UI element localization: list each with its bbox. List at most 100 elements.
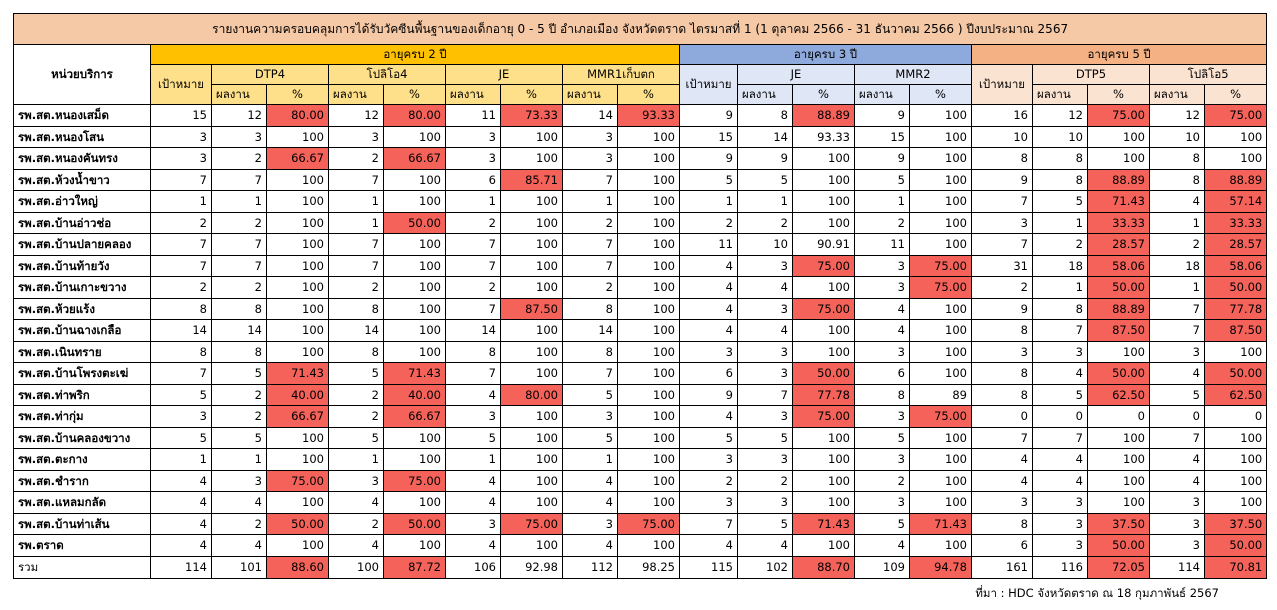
table-cell: 7	[445, 254, 501, 277]
unit-header: หน่วยบริการ	[13, 44, 151, 105]
table-cell: 50.00	[383, 211, 446, 234]
table-cell: 3	[150, 125, 212, 148]
table-cell: 100	[792, 168, 855, 191]
table-cell: 3	[854, 448, 910, 471]
table-cell: 100	[909, 125, 972, 148]
table-cell: 4	[150, 469, 212, 492]
table-cell: 7	[211, 168, 267, 191]
table-cell: 98.25	[617, 555, 680, 579]
target-header-age2: เป้าหมาย	[150, 64, 212, 105]
table-cell: 100	[500, 405, 563, 428]
table-cell: 5	[737, 426, 793, 449]
table-cell: 33.33	[1087, 211, 1150, 234]
table-row: รพ.สต.ท่ากุ่ม 3 2 66.67 2 66.67 3 100 3 100 4 3 75.0…	[13, 405, 1268, 428]
table-cell: 7	[211, 233, 267, 256]
table-cell: 40.00	[266, 383, 329, 406]
table-cell: 5	[854, 168, 910, 191]
table-cell: 2	[211, 405, 267, 428]
table-cell: 100	[617, 125, 680, 148]
table-cell: 14	[150, 319, 212, 342]
table-row: รพ.สต.บ้านท่าเส้น 4 2 50.00 2 50.00 3 75.00 3 75.…	[13, 512, 1268, 535]
table-cell: 100	[792, 469, 855, 492]
table-cell: 4	[679, 254, 738, 277]
table-cell: 2	[737, 469, 793, 492]
table-cell: 100	[500, 190, 563, 213]
unit-name: รพ.สต.เนินทราย	[13, 340, 151, 363]
table-cell: 114	[1149, 555, 1205, 579]
table-cell: 3	[562, 512, 618, 535]
table-cell: 2	[445, 211, 501, 234]
table-cell: 88.60	[266, 555, 329, 579]
table-cell: 11	[679, 233, 738, 256]
table-cell: 100	[383, 319, 446, 342]
table-cell: 100	[617, 276, 680, 299]
table-cell: 100	[909, 168, 972, 191]
vaccine-opv5: โปลิโอ5	[1148, 64, 1268, 85]
table-cell: 3	[1149, 512, 1205, 535]
table-cell: 0	[1087, 405, 1150, 428]
table-cell: 100	[383, 254, 446, 277]
table-cell: 1	[445, 190, 501, 213]
table-cell: 100	[792, 448, 855, 471]
table-cell: 88.89	[1087, 168, 1150, 191]
table-cell: 4	[1149, 362, 1205, 385]
table-cell: 87.50	[1087, 319, 1150, 342]
group-age5: อายุครบ 5 ปี	[970, 44, 1268, 65]
table-cell: 66.67	[266, 405, 329, 428]
table-cell: 10	[971, 125, 1033, 148]
table-cell: 100	[909, 190, 972, 213]
table-cell: 2	[328, 276, 384, 299]
table-cell: 100	[617, 469, 680, 492]
vaccine-je-age3: JE	[737, 64, 855, 85]
table-cell: 7	[445, 233, 501, 256]
table-cell: 2	[854, 211, 910, 234]
table-cell: 100	[500, 211, 563, 234]
table-cell: 8	[1032, 147, 1088, 170]
table-cell: 87.72	[383, 555, 446, 579]
table-row: รพ.สต.บ้านเกาะขวาง 2 2 100 2 100 2 100 2 100 4 4 100…	[13, 276, 1268, 299]
unit-name: รพ.ตราด	[13, 534, 151, 557]
total-row: รวม 114 101 88.60 100 87.72 106 92.98 112 98.25 11…	[13, 555, 1268, 579]
table-row: รพ.สต.บ้านโพรงตะเฆ่ 7 5 71.43 5 71.43 7 100 7 100…	[13, 362, 1268, 385]
table-cell: 4	[1149, 190, 1205, 213]
table-cell: 4	[854, 319, 910, 342]
report-container: รายงานความครอบคลุมการได้รับวัคซีนพื้นฐาน…	[12, 13, 1268, 579]
table-cell: 5	[562, 426, 618, 449]
table-cell: 3	[679, 340, 738, 363]
table-cell: 1	[328, 448, 384, 471]
table-cell: 3	[562, 125, 618, 148]
table-cell: 88.89	[792, 104, 855, 127]
table-cell: 4	[971, 469, 1033, 492]
table-cell: 100	[617, 168, 680, 191]
table-cell: 100	[500, 147, 563, 170]
table-row: รพ.สต.ท่าพริก 5 2 40.00 2 40.00 4 80.00 5 100 9 7 77…	[13, 383, 1268, 406]
result-header: ผลงาน	[854, 84, 910, 105]
source-note: ที่มา : HDC จังหวัดตราด ณ 18 กุมภาพันธ์ …	[975, 586, 1219, 600]
table-cell: 100	[266, 168, 329, 191]
table-cell: 5	[445, 426, 501, 449]
table-row: รพ.สต.บ้านปลายคลอง 7 7 100 7 100 7 100 7 100 11 10 9…	[13, 233, 1268, 256]
table-cell: 2	[737, 211, 793, 234]
table-cell: 100	[266, 190, 329, 213]
table-cell: 100	[1087, 426, 1150, 449]
table-cell: 100	[266, 319, 329, 342]
table-cell: 2	[211, 147, 267, 170]
table-cell: 0	[1032, 405, 1088, 428]
unit-name: รพ.สต.ห้วงน้ำขาว	[13, 168, 151, 191]
table-cell: 5	[211, 426, 267, 449]
table-cell: 1	[328, 190, 384, 213]
table-cell: 100	[617, 362, 680, 385]
table-cell: 6	[679, 362, 738, 385]
table-cell: 7	[562, 362, 618, 385]
unit-name: รพ.สต.บ้านคลองขวาง	[13, 426, 151, 449]
percent-header: %	[909, 84, 972, 105]
table-cell: 4	[562, 534, 618, 557]
table-cell: 71.43	[1087, 190, 1150, 213]
table-cell: 100	[500, 491, 563, 514]
table-cell: 100	[500, 469, 563, 492]
table-cell: 7	[971, 426, 1033, 449]
table-cell: 100	[1087, 448, 1150, 471]
group-age3: อายุครบ 3 ปี	[679, 44, 972, 65]
table-cell: 3	[1149, 534, 1205, 557]
table-row: รพ.สต.ชำราก 4 3 75.00 3 75.00 4 100 4 100 2 2 100 2 10…	[13, 469, 1268, 492]
